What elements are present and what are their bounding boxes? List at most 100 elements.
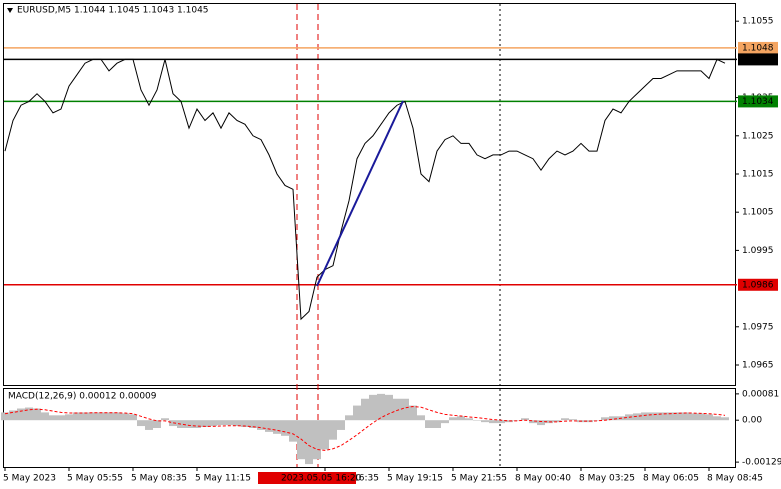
menu-arrow[interactable]	[7, 8, 13, 13]
y-tick-label: 0.00	[742, 416, 762, 426]
histogram-bar	[233, 420, 241, 427]
histogram-bar	[681, 412, 689, 421]
macd-title: MACD(12,26,9) 0.00012 0.00009	[8, 392, 157, 402]
histogram-bar	[713, 416, 721, 421]
crosshair-label-box	[258, 472, 356, 484]
macd-panel	[3, 388, 736, 468]
histogram-bar	[201, 420, 209, 428]
y-tick-label: 1.1005	[742, 208, 774, 218]
histogram-bar	[321, 420, 329, 450]
x-tick-label: 8 May 00:40	[515, 474, 571, 484]
histogram-bar	[129, 414, 137, 421]
histogram-bar	[449, 417, 457, 421]
histogram-bar	[89, 412, 97, 421]
histogram-bar	[169, 420, 177, 427]
histogram-bar	[641, 412, 649, 421]
histogram-bar	[417, 415, 425, 421]
histogram-bar	[265, 420, 273, 432]
histogram-bar	[505, 420, 513, 423]
histogram-bar	[257, 420, 265, 430]
price-line	[4, 406, 726, 451]
histogram-bar	[673, 412, 681, 421]
plot-layer: 1.09651.09751.09951.10051.10151.10251.10…	[1, 17, 781, 484]
level-label-box	[738, 53, 778, 66]
level-label-box	[738, 95, 778, 108]
x-tick-label: 8 May 06:05	[643, 474, 699, 484]
level-label: 1.1045	[742, 55, 774, 65]
histogram-bar	[177, 420, 185, 428]
level-label: 1.1034	[742, 97, 774, 107]
main-panel	[3, 3, 736, 386]
price-line	[4, 58, 726, 321]
histogram-bar	[633, 413, 641, 421]
x-tick-label: 5 May 05:55	[67, 474, 123, 484]
histogram-bar	[105, 412, 113, 421]
histogram-bar	[649, 412, 657, 421]
histogram-bar	[217, 420, 225, 426]
histogram-bar	[81, 412, 89, 421]
histogram-bar	[601, 417, 609, 421]
histogram-bar	[33, 408, 41, 421]
histogram-bar	[153, 420, 161, 428]
histogram-bar	[209, 420, 217, 427]
level-label-box	[738, 278, 778, 291]
histogram-bar	[313, 420, 321, 460]
histogram-bar	[545, 420, 553, 424]
histogram-bar	[569, 419, 577, 421]
histogram-bar	[377, 393, 385, 421]
y-tick-label: 0.00081	[742, 389, 779, 399]
histogram-bar	[289, 420, 297, 442]
histogram-bar	[297, 420, 305, 460]
level-label: 1.0986	[742, 280, 774, 290]
histogram-bar	[369, 394, 377, 421]
histogram-bar	[145, 420, 153, 430]
histogram-bar	[393, 398, 401, 421]
histogram-bar	[697, 413, 705, 421]
histogram-bar	[457, 416, 465, 421]
histogram-bar	[345, 415, 353, 421]
x-tick-label: 8 May 03:25	[579, 474, 635, 484]
histogram-bar	[401, 398, 409, 421]
histogram-bar	[113, 412, 121, 421]
histogram-bar	[585, 420, 593, 423]
y-tick-label: 1.1055	[742, 17, 774, 27]
histogram-bar	[65, 414, 73, 421]
histogram-bar	[137, 420, 145, 427]
trend-line	[316, 100, 404, 287]
histogram-bar	[1, 412, 9, 421]
y-tick-label: 1.0995	[742, 246, 774, 256]
x-tick-label: 8 May 08:45	[707, 474, 763, 484]
histogram-bar	[689, 413, 697, 421]
histogram-bar	[57, 415, 65, 421]
x-tick-label: 5 May 21:55	[451, 474, 507, 484]
crosshair-label: 2023.05.05 16:20	[281, 474, 362, 484]
histogram-bar	[353, 405, 361, 421]
histogram-bar	[529, 420, 537, 424]
histogram-bar	[465, 418, 473, 421]
histogram-bar	[609, 416, 617, 421]
histogram-bar	[433, 420, 441, 428]
histogram-bar	[161, 418, 169, 421]
histogram-bar	[521, 418, 529, 421]
level-label: 1.1048	[742, 43, 774, 53]
histogram-bar	[537, 420, 545, 426]
x-tick-label: 5 May 2023	[3, 474, 56, 484]
histogram-bar	[409, 405, 417, 421]
histogram-bar	[705, 414, 713, 421]
y-tick-label: -0.00129	[742, 458, 781, 468]
histogram-bar	[553, 420, 561, 423]
histogram-bar	[241, 420, 249, 428]
y-tick-label: 1.1015	[742, 169, 774, 179]
histogram-bar	[329, 420, 337, 440]
histogram-bar	[25, 407, 33, 421]
histogram-bar	[273, 420, 281, 434]
chart-title: EURUSD,M5 1.1044 1.1045 1.1043 1.1045	[17, 6, 209, 16]
x-tick-label: 5 May 08:35	[131, 474, 187, 484]
y-tick-label: 1.1025	[742, 131, 774, 141]
histogram-bar	[17, 408, 25, 421]
histogram-bar	[305, 420, 313, 465]
histogram-bar	[473, 420, 481, 421]
y-tick-label: 1.0965	[742, 360, 774, 370]
histogram-bar	[73, 412, 81, 421]
